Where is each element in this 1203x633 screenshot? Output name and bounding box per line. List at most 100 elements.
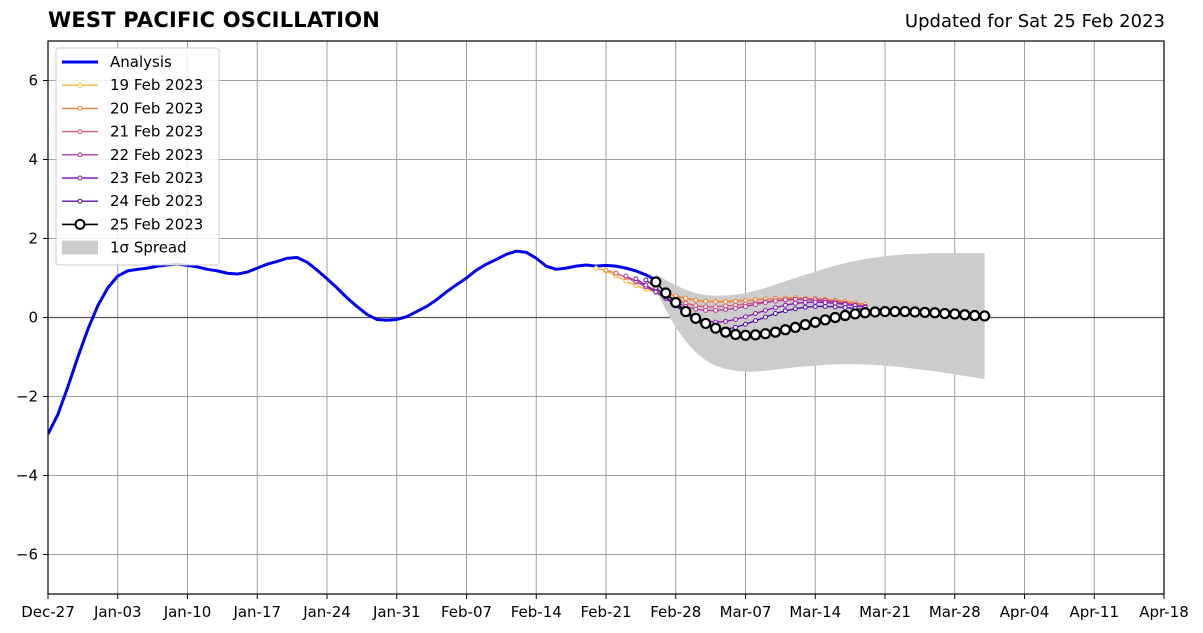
y-tick-label: 4 xyxy=(28,151,38,169)
plot-area xyxy=(48,249,991,435)
y-tick-label: −6 xyxy=(16,546,38,564)
forecast-point xyxy=(733,316,739,322)
forecast-point xyxy=(683,295,689,301)
forecast-point xyxy=(703,307,709,313)
y-tick-label: 6 xyxy=(28,72,38,90)
legend-label: 25 Feb 2023 xyxy=(110,215,203,233)
latest-forecast-point xyxy=(739,329,752,341)
latest-forecast-point xyxy=(949,308,961,320)
axes: Dec-27 Jan-03 Jan-10 Jan-17 Jan-24 Jan-31 Feb-… xyxy=(16,72,1189,622)
latest-forecast-point xyxy=(819,314,831,326)
y-tick-label: −4 xyxy=(16,467,38,485)
latest-forecast-point xyxy=(969,309,981,322)
forecast-point xyxy=(713,299,719,305)
x-tick-label: Jan-17 xyxy=(232,603,281,621)
forecast-point xyxy=(812,299,818,305)
x-tick-label: Mar-07 xyxy=(720,603,772,621)
forecast-point xyxy=(723,307,729,313)
x-tick-label: Mar-14 xyxy=(789,603,841,621)
forecast-point xyxy=(762,299,768,305)
legend-swatch xyxy=(62,240,98,255)
forecast-point xyxy=(772,311,778,317)
x-tick-label: Mar-21 xyxy=(859,603,911,621)
latest-forecast-point xyxy=(789,321,801,333)
latest-forecast-point xyxy=(690,312,702,324)
forecast-point xyxy=(693,306,699,312)
latest-forecast-point xyxy=(849,308,861,320)
forecast-point xyxy=(603,267,609,273)
latest-forecast-point xyxy=(889,305,901,318)
forecast-point xyxy=(802,299,808,305)
legend-item: 23 Feb 2023 xyxy=(62,169,203,187)
forecast-point xyxy=(782,308,788,314)
x-tick-label: Jan-31 xyxy=(372,603,421,621)
forecast-point xyxy=(743,314,748,320)
x-tick-label: Dec-27 xyxy=(21,603,75,621)
forecast-point xyxy=(633,276,639,282)
legend-item: 20 Feb 2023 xyxy=(62,99,203,117)
forecast-point xyxy=(752,318,758,324)
latest-forecast-point xyxy=(749,329,762,341)
forecast-point xyxy=(822,299,828,305)
legend-label: 24 Feb 2023 xyxy=(110,192,203,210)
forecast-point xyxy=(643,282,649,288)
latest-forecast-point xyxy=(799,319,811,331)
latest-forecast-point xyxy=(650,276,662,288)
legend-label: 20 Feb 2023 xyxy=(110,99,203,117)
latest-forecast-point xyxy=(959,309,971,321)
y-tick-label: −2 xyxy=(16,388,38,406)
x-tick-label: Feb-28 xyxy=(650,603,701,621)
legend-swatch-marker xyxy=(77,198,83,204)
chart-title: WEST PACIFIC OSCILLATION xyxy=(48,8,381,32)
legend-box xyxy=(55,47,220,266)
chart-updated-date: Updated for Sat 25 Feb 2023 xyxy=(904,11,1165,32)
forecast-point xyxy=(842,305,848,311)
analysis-line xyxy=(48,249,657,435)
x-tick-label: Feb-21 xyxy=(580,603,631,621)
x-tick-label: Jan-03 xyxy=(93,603,142,621)
latest-forecast-point xyxy=(779,324,791,336)
forecast-point xyxy=(792,306,798,312)
forecast-point xyxy=(653,289,659,295)
latest-forecast-point xyxy=(660,287,672,299)
forecast-point xyxy=(593,265,599,271)
latest-forecast-point xyxy=(909,306,921,318)
forecast-point xyxy=(762,314,768,320)
legend-swatch-marker xyxy=(77,82,83,88)
x-tick-label: Feb-14 xyxy=(511,603,562,621)
x-tick-label: Jan-24 xyxy=(302,603,351,621)
x-tick-label: Jan-10 xyxy=(163,603,212,621)
forecast-point xyxy=(762,307,768,313)
y-tick-label: 2 xyxy=(28,230,38,248)
forecast-point xyxy=(633,283,639,289)
legend-label: 19 Feb 2023 xyxy=(110,76,203,94)
x-tick-label: Apr-11 xyxy=(1070,603,1120,621)
forecast-point xyxy=(743,303,748,309)
forecast-point xyxy=(782,297,788,303)
forecast-point xyxy=(772,298,778,304)
forecast-point xyxy=(743,321,748,327)
forecast-point xyxy=(752,301,758,307)
forecast-point xyxy=(792,300,798,306)
latest-forecast-point xyxy=(979,310,991,322)
legend-swatch-marker xyxy=(77,105,83,111)
forecast-point xyxy=(802,304,808,310)
forecast-point xyxy=(752,311,758,317)
latest-forecast-point xyxy=(700,317,712,330)
forecast-point xyxy=(643,277,649,283)
x-tick-label: Feb-07 xyxy=(441,603,492,621)
latest-forecast-point xyxy=(719,326,732,338)
legend-label: 21 Feb 2023 xyxy=(110,123,203,141)
legend: Analysis 19 Feb 2023 20 Feb 2023 21 Feb 202… xyxy=(55,47,220,266)
legend-label: 23 Feb 2023 xyxy=(110,169,203,187)
forecast-point xyxy=(703,298,709,304)
forecast-point xyxy=(623,273,629,279)
latest-forecast-point xyxy=(680,305,692,318)
latest-forecast-point xyxy=(899,305,911,318)
legend-item: 25 Feb 2023 xyxy=(62,215,203,233)
legend-item: 24 Feb 2023 xyxy=(62,192,203,210)
forecast-point xyxy=(693,297,699,303)
forecast-point xyxy=(623,278,629,284)
legend-label: Analysis xyxy=(110,53,172,71)
